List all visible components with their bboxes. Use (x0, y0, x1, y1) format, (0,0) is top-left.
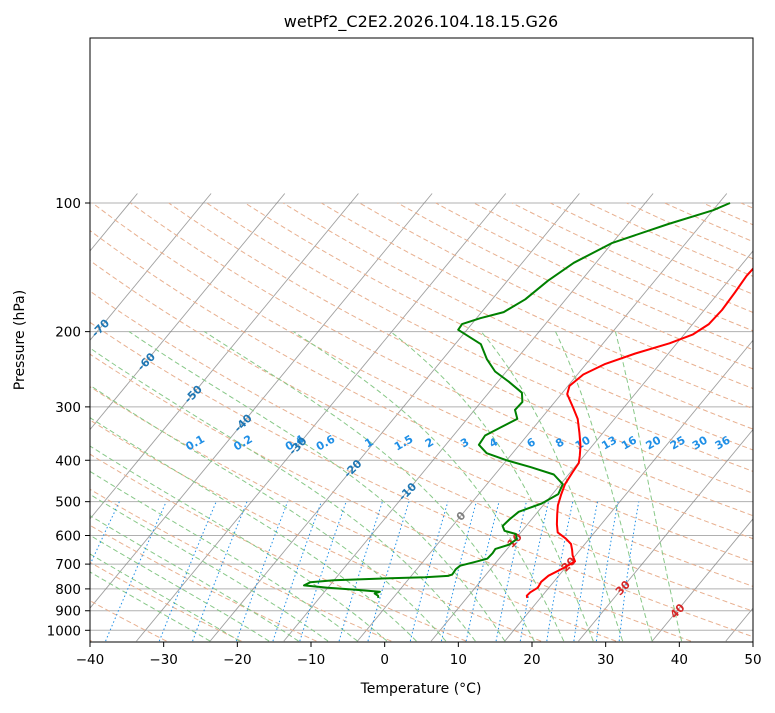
y-tick-label: 200 (55, 325, 81, 341)
y-axis-label: Pressure (hPa) (12, 290, 28, 390)
x-tick-label: 0 (380, 652, 389, 668)
y-tick-label: 400 (55, 453, 81, 469)
x-tick-label: 40 (671, 652, 688, 668)
x-tick-label: 50 (744, 652, 761, 668)
y-tick-label: 900 (55, 604, 81, 620)
y-tick-label: 700 (55, 557, 81, 573)
x-tick-label: 20 (523, 652, 540, 668)
x-tick-label: 10 (450, 652, 467, 668)
x-tick-label: −10 (297, 652, 326, 668)
y-tick-label: 100 (55, 196, 81, 212)
y-tick-label: 600 (55, 529, 81, 545)
x-axis-label: Temperature (°C) (360, 681, 482, 697)
chart-title: wetPf2_C2E2.2026.104.18.15.G26 (284, 12, 558, 32)
y-tick-label: 300 (55, 400, 81, 416)
x-tick-label: −30 (149, 652, 178, 668)
y-tick-label: 1000 (47, 623, 81, 639)
y-tick-label: 500 (55, 495, 81, 511)
x-tick-label: −40 (76, 652, 105, 668)
x-tick-label: −20 (223, 652, 252, 668)
y-tick-label: 800 (55, 582, 81, 598)
x-tick-label: 30 (597, 652, 614, 668)
